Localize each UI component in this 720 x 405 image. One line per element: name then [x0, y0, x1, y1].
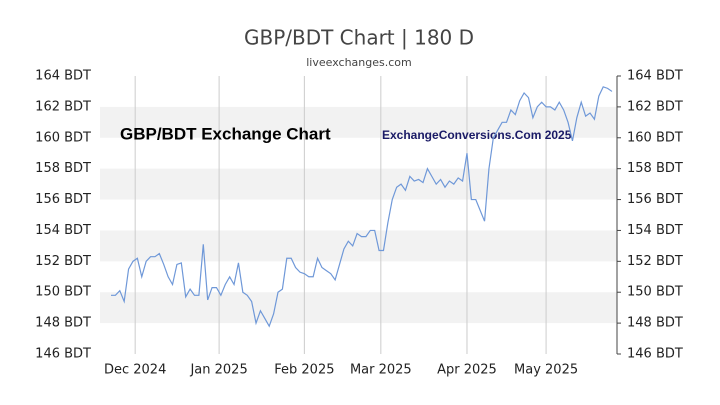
y-tick-label-right: 164 BDT	[627, 69, 683, 84]
grid-band	[100, 230, 617, 262]
y-tick-label-right: 154 BDT	[627, 223, 683, 238]
y-tick-label-right: 146 BDT	[627, 347, 683, 362]
y-tick-label-right: 156 BDT	[627, 192, 683, 207]
x-tick-label: Apr 2025	[437, 363, 497, 378]
y-tick-label-right: 148 BDT	[627, 316, 683, 331]
y-tick-label: 160 BDT	[35, 130, 91, 145]
chart-title: GBP/BDT Chart | 180 D	[244, 26, 474, 50]
x-tick-label: Dec 2024	[104, 363, 166, 378]
chart-subtitle: liveexchanges.com	[306, 56, 411, 69]
y-tick-label: 150 BDT	[35, 285, 91, 300]
y-tick-label-right: 158 BDT	[627, 161, 683, 176]
y-tick-label: 146 BDT	[35, 347, 91, 362]
grid-band	[100, 106, 617, 138]
y-tick-label-right: 152 BDT	[627, 254, 683, 269]
y-tick-label-right: 162 BDT	[627, 99, 683, 114]
annotation: GBP/BDT Exchange Chart	[120, 124, 331, 143]
grid-band	[100, 292, 617, 324]
y-tick-label-right: 160 BDT	[627, 130, 683, 145]
y-tick-label: 148 BDT	[35, 316, 91, 331]
x-tick-label: Feb 2025	[274, 363, 334, 378]
y-tick-label: 162 BDT	[35, 99, 91, 114]
x-tick-label: May 2025	[514, 363, 578, 378]
y-tick-label-right: 150 BDT	[627, 285, 683, 300]
line	[111, 86, 613, 328]
y-tick-label: 154 BDT	[35, 223, 91, 238]
annotation: ExchangeConversions.Com 2025	[382, 128, 572, 142]
y-tick-label: 164 BDT	[35, 69, 91, 84]
y-tick-label: 156 BDT	[35, 192, 91, 207]
y-tick-label: 158 BDT	[35, 161, 91, 176]
y-tick-label: 152 BDT	[35, 254, 91, 269]
x-tick-label: Jan 2025	[189, 363, 247, 378]
x-tick-label: Mar 2025	[350, 363, 412, 378]
grid-band	[100, 168, 617, 200]
